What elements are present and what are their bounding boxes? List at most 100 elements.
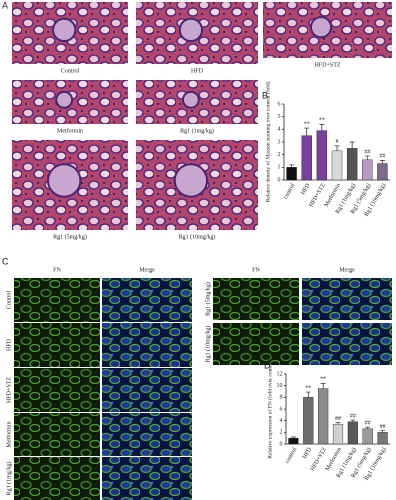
fn-image <box>213 323 299 365</box>
bar <box>346 148 358 181</box>
x-tick-label: control <box>283 182 297 200</box>
error-bar <box>364 155 370 160</box>
error-bar <box>334 145 340 151</box>
bar <box>377 163 388 181</box>
column-header: Merge <box>339 267 355 273</box>
y-tick-label: 6 <box>278 101 281 107</box>
error-bar <box>365 426 371 429</box>
y-tick-label: 10 <box>277 383 283 389</box>
row-label: Rg1 (10mg/kg) <box>204 326 211 363</box>
significance: ** <box>319 118 325 124</box>
significance: ** <box>320 377 326 383</box>
bar <box>347 421 358 445</box>
significance: ## <box>379 154 385 160</box>
glomerulus <box>46 163 82 198</box>
y-tick-label: 2 <box>280 430 283 436</box>
image-caption: Control <box>61 68 80 74</box>
significance: ## <box>364 149 370 155</box>
row-label: HFD <box>6 338 12 351</box>
fn-image <box>14 323 100 367</box>
column-header: FN <box>252 267 260 273</box>
image-caption: Rg1 (1mg/kg) <box>180 127 214 134</box>
glomerulus <box>181 90 200 109</box>
panel-label: A <box>2 0 8 10</box>
merge-image <box>102 323 192 367</box>
bar <box>301 135 312 181</box>
error-bar <box>319 123 325 131</box>
bar <box>286 167 297 181</box>
column-header: FN <box>53 267 61 273</box>
y-tick-label: 0 <box>280 441 283 447</box>
y-tick-label: 4 <box>280 418 283 424</box>
y-tick-label: 3 <box>278 139 281 145</box>
glomerulus <box>309 16 333 39</box>
row-label: Metformin <box>5 422 12 448</box>
x-tick-label: HFD <box>300 182 312 196</box>
merge-image <box>102 413 192 456</box>
bar <box>362 428 373 445</box>
bar <box>316 130 328 181</box>
error-bar <box>350 419 356 422</box>
significance: ** <box>304 121 310 127</box>
significance: # <box>336 139 339 145</box>
error-bar <box>290 436 296 439</box>
image-caption: HFD+STZ <box>314 62 340 68</box>
significance: ## <box>335 416 341 422</box>
y-tick-label: 6 <box>280 406 283 412</box>
y-tick-label: 5 <box>278 114 281 120</box>
error-bar <box>305 391 311 398</box>
panel-label: B <box>262 90 268 100</box>
error-bar <box>380 430 386 433</box>
x-tick-label: HFD <box>302 446 314 460</box>
image-caption: HFD <box>191 68 204 74</box>
error-bar <box>304 127 310 136</box>
y-tick-label: 4 <box>278 127 281 133</box>
error-bar <box>349 141 355 149</box>
glomerulus <box>55 90 74 109</box>
error-bar <box>335 422 341 425</box>
bar <box>362 159 373 181</box>
glomerulus <box>178 17 204 43</box>
glomerulus <box>173 163 209 198</box>
bar <box>288 437 299 445</box>
row-label: Control <box>6 291 12 310</box>
significance: ## <box>380 424 386 430</box>
row-label: Rg1 (5mg/kg) <box>204 282 211 316</box>
y-tick-label: 8 <box>280 395 283 401</box>
error-bar <box>379 160 385 164</box>
y-tick-label: 1 <box>278 165 281 171</box>
bar <box>303 397 314 445</box>
y-axis-label: Relative expression of FN (fold over con… <box>266 359 273 459</box>
significance: ## <box>350 413 356 419</box>
significance: ** <box>305 385 311 391</box>
merge-image <box>102 368 192 412</box>
bar <box>332 423 344 445</box>
merge-image <box>102 457 192 500</box>
x-tick-label: control <box>285 446 299 464</box>
y-tick-label: 0 <box>278 177 281 183</box>
bar <box>318 388 329 445</box>
error-bar <box>320 382 326 389</box>
merge-image <box>102 278 192 322</box>
fn-image <box>14 278 100 322</box>
y-tick-label: 12 <box>277 371 283 377</box>
significance: ## <box>365 420 371 426</box>
panel-label: C <box>2 256 9 266</box>
image-caption: Rg1 (5mg/kg) <box>53 233 87 240</box>
fn-image <box>213 278 299 320</box>
bar <box>331 150 343 181</box>
image-caption: Rg1 (10mg/kg) <box>179 233 216 240</box>
column-header: Merge <box>139 267 155 273</box>
error-bar <box>289 164 295 168</box>
glomerulus <box>52 17 77 43</box>
row-label: HFD+STZ <box>6 377 12 403</box>
bar <box>377 432 388 445</box>
fn-image <box>14 457 100 500</box>
image-caption: Metformin <box>57 127 83 134</box>
merge-image <box>302 323 392 365</box>
panel-label: D <box>264 360 271 370</box>
y-tick-label: 2 <box>278 152 281 158</box>
row-label: Rg1 (1mg/kg) <box>5 462 12 496</box>
y-axis-label: Relative density of Masson staining over… <box>264 81 271 202</box>
